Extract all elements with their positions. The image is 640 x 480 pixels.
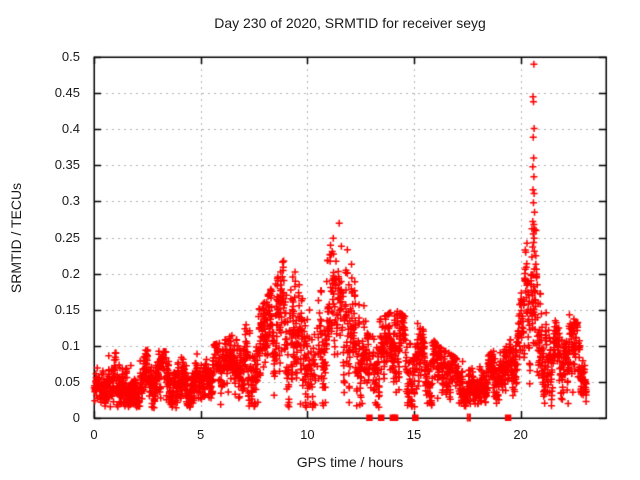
y-tick-label: 0.5 — [61, 49, 80, 64]
x-axis-label: GPS time / hours — [296, 454, 404, 470]
y-tick-label: 0.35 — [54, 157, 80, 173]
y-tick-label: 0.1 — [61, 337, 80, 353]
y-tick-label: 0.3 — [61, 193, 80, 209]
y-tick-label: 0.45 — [54, 85, 80, 101]
y-tick-label: 0.25 — [54, 229, 80, 245]
x-tick-label: 5 — [197, 427, 205, 442]
y-tick-label: 0.2 — [61, 265, 80, 281]
y-tick-label: 0 — [72, 410, 80, 425]
x-tick-label: 10 — [300, 427, 315, 442]
x-tick-label: 15 — [406, 427, 422, 442]
y-tick-label: 0.15 — [54, 301, 80, 317]
y-tick-label: 0.4 — [61, 121, 80, 137]
y-tick-label: 0.05 — [54, 373, 80, 389]
chart-title: Day 230 of 2020, SRMTID for receiver sey… — [214, 15, 486, 31]
x-tick-label: 20 — [513, 427, 528, 442]
x-tick-label: 0 — [90, 427, 98, 442]
